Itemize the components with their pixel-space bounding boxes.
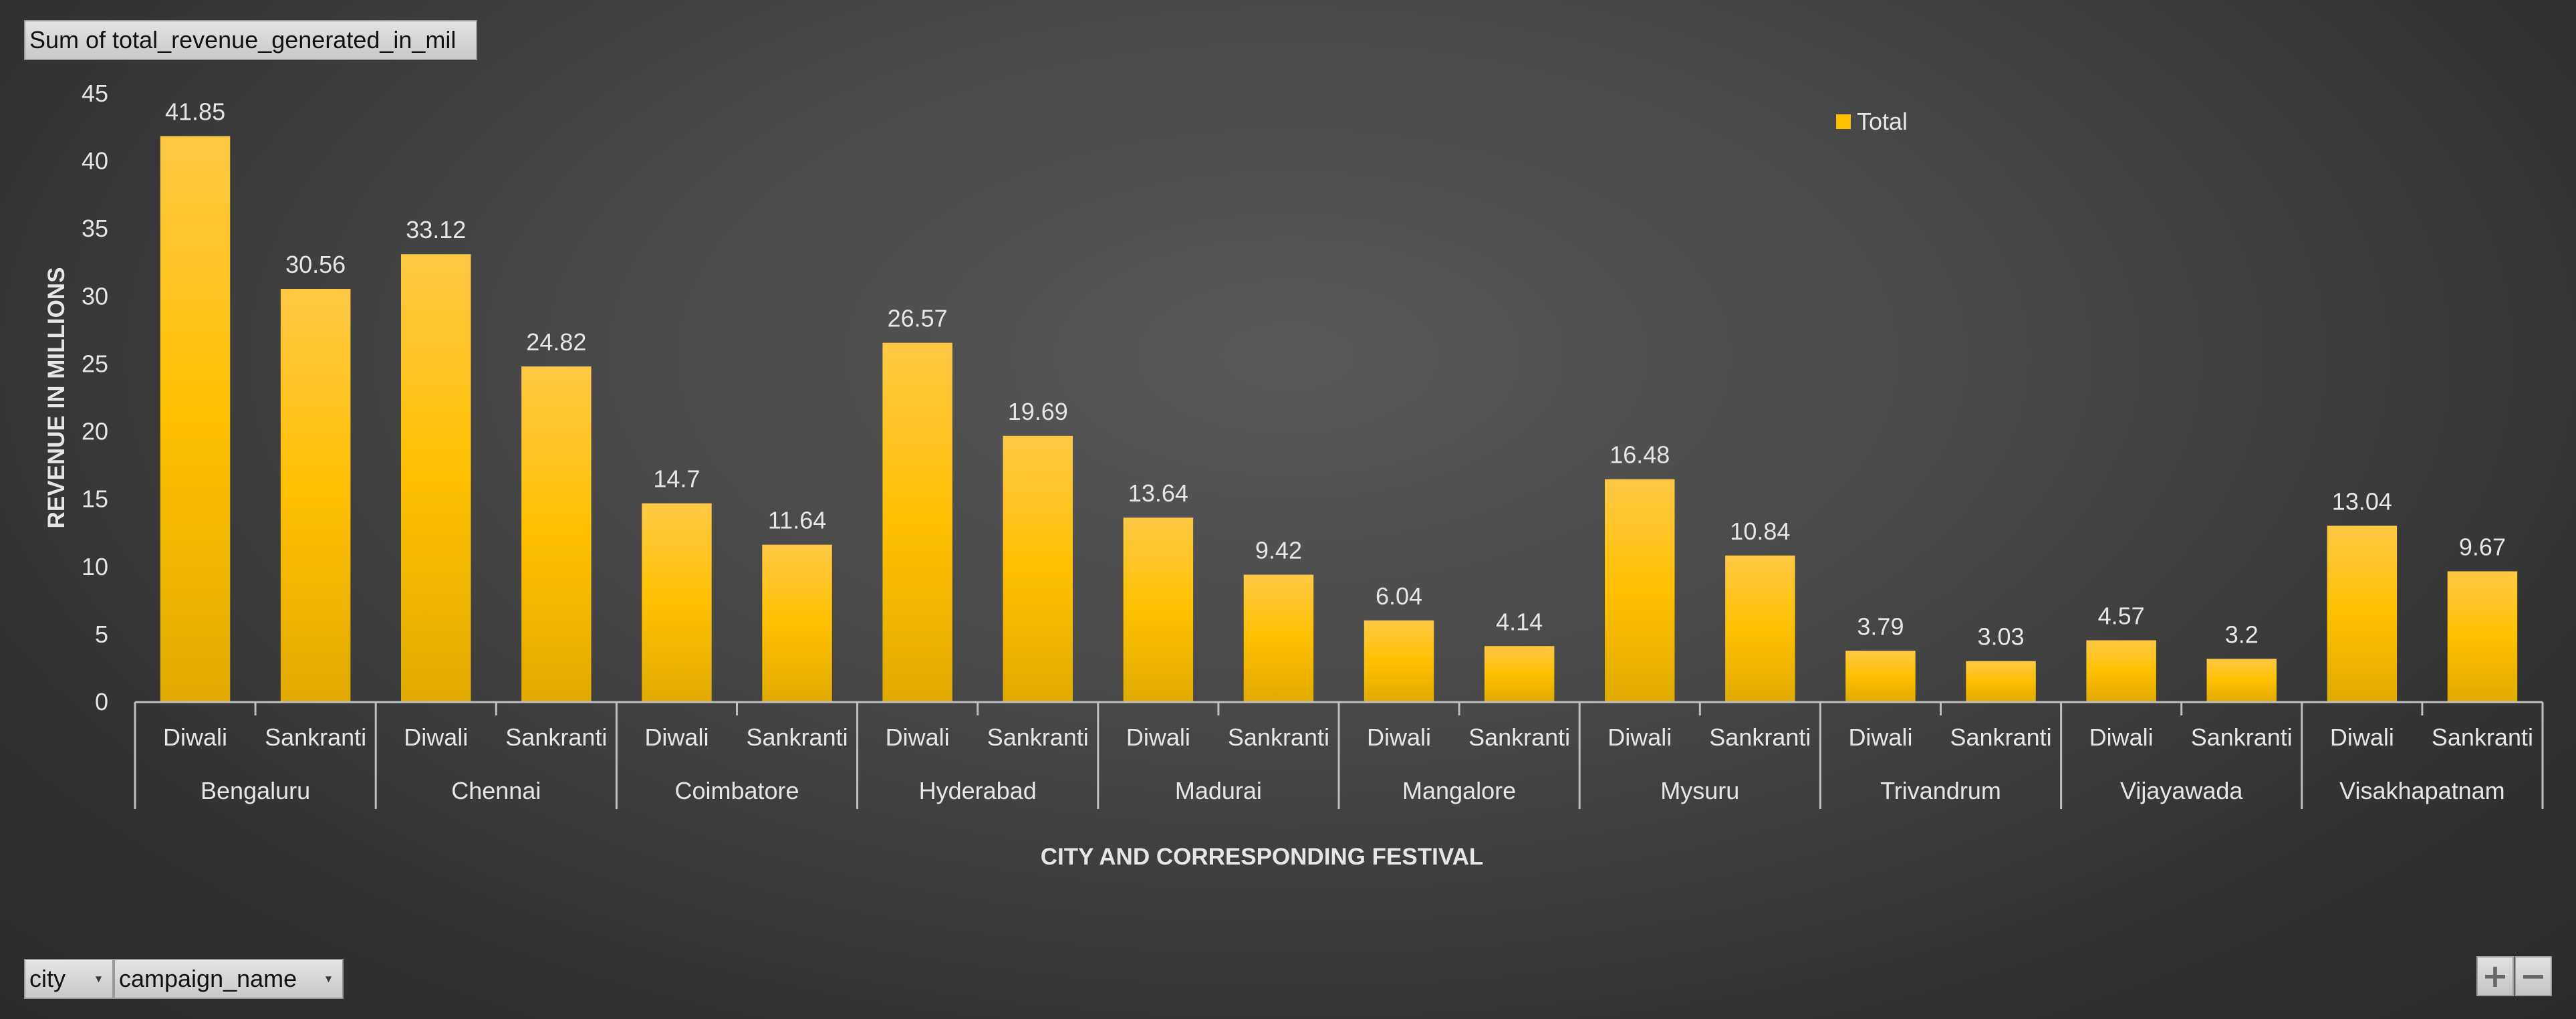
data-label: 11.64 [768,507,826,534]
y-tick-label: 45 [82,80,108,107]
y-tick-label: 0 [95,688,108,715]
campaign-filter-label: campaign_name [119,965,297,992]
plus-icon: + [2481,957,2509,995]
category-label: Sankranti [1950,723,2052,751]
data-label: 26.57 [888,305,948,332]
y-tick-label: 5 [95,620,108,648]
minus-icon: − [2519,957,2547,995]
data-label: 13.64 [1128,479,1188,507]
category-label: Sankranti [1468,723,1570,751]
y-tick-label: 35 [82,215,108,242]
collapse-button[interactable]: − [2515,956,2552,996]
data-label: 6.04 [1376,582,1422,610]
bar [1123,518,1194,702]
data-label: 16.48 [1609,441,1670,469]
city-filter-button[interactable]: city ▾ [24,959,114,999]
bar [1966,661,2036,702]
data-label: 9.67 [2459,533,2506,560]
y-axis-title: REVENUE IN MILLIONS [43,267,70,529]
category-label: Diwali [404,723,468,751]
category-label: Diwali [644,723,709,751]
bar [2206,659,2277,702]
bar [1364,620,1434,702]
data-label: 30.56 [285,251,346,278]
bar [1725,555,1795,702]
category-label: Diwali [1126,723,1190,751]
category-label: Sankranti [505,723,607,751]
bar [1845,651,1916,702]
bar [1243,574,1314,702]
x-axis-title: CITY AND CORRESPONDING FESTIVAL [1041,844,1483,870]
data-label: 3.2 [2225,620,2259,648]
dropdown-arrow-icon: ▾ [95,972,102,986]
data-label: 33.12 [406,216,466,243]
category-label: Sankranti [747,723,848,751]
y-tick-label: 10 [82,553,108,580]
category-label: Diwali [2089,723,2154,751]
group-label: Trivandrum [1880,777,2001,804]
data-label: 3.79 [1857,612,1904,640]
data-label: 14.7 [653,465,700,493]
category-label: Sankranti [265,723,366,751]
category-label: Sankranti [1709,723,1811,751]
data-label: 9.42 [1255,537,1302,564]
y-tick-label: 25 [82,350,108,377]
bar [882,342,952,702]
data-label: 4.14 [1496,608,1543,635]
bar [642,503,712,702]
expand-button[interactable]: + [2476,956,2514,996]
data-label: 10.84 [1730,518,1790,545]
legend-label-total: Total [1857,108,1908,135]
bar [2447,571,2518,702]
data-label: 19.69 [1008,398,1068,425]
group-label: Coimbatore [674,777,799,804]
bar [2327,526,2398,702]
category-label: Diwali [1367,723,1431,751]
category-label: Sankranti [2432,723,2533,751]
dropdown-arrow-icon: ▾ [325,972,332,986]
city-filter-label: city [29,965,66,992]
bar [2086,640,2156,702]
group-label: Hyderabad [919,777,1037,804]
category-label: Diwali [1848,723,1912,751]
value-field-button[interactable]: Sum of total_revenue_generated_in_mil [24,20,477,60]
y-tick-label: 20 [82,418,108,445]
data-label: 41.85 [165,98,225,126]
group-label: Chennai [451,777,541,804]
category-label: Diwali [163,723,227,751]
campaign-filter-button[interactable]: campaign_name ▾ [114,959,344,999]
bar [1484,646,1555,702]
legend: Total [1836,108,1908,135]
y-tick-label: 15 [82,485,108,513]
bar [521,366,592,702]
group-label: Mangalore [1402,777,1516,804]
group-label: Mysuru [1660,777,1739,804]
bar [1003,435,1073,702]
category-label: Diwali [886,723,950,751]
legend-swatch-total [1836,114,1851,129]
data-label: 13.04 [2332,487,2392,515]
category-label: Sankranti [1228,723,1329,751]
data-label: 3.03 [1978,623,2025,651]
bar [280,289,351,702]
group-label: Vijayawada [2120,777,2243,804]
bar [401,254,471,702]
category-label: Sankranti [987,723,1089,751]
data-label: 4.57 [2098,602,2145,630]
group-label: Visakhapatnam [2339,777,2505,804]
value-field-label: Sum of total_revenue_generated_in_mil [29,26,457,53]
group-label: Bengaluru [201,777,310,804]
group-label: Madurai [1175,777,1262,804]
y-tick-label: 40 [82,147,108,175]
category-label: Diwali [1607,723,1672,751]
category-label: Sankranti [2191,723,2293,751]
data-label: 24.82 [526,328,586,356]
category-label: Diwali [2330,723,2394,751]
bar [1605,479,1675,702]
bar [160,136,231,702]
bar [762,544,832,702]
y-tick-label: 30 [82,282,108,310]
